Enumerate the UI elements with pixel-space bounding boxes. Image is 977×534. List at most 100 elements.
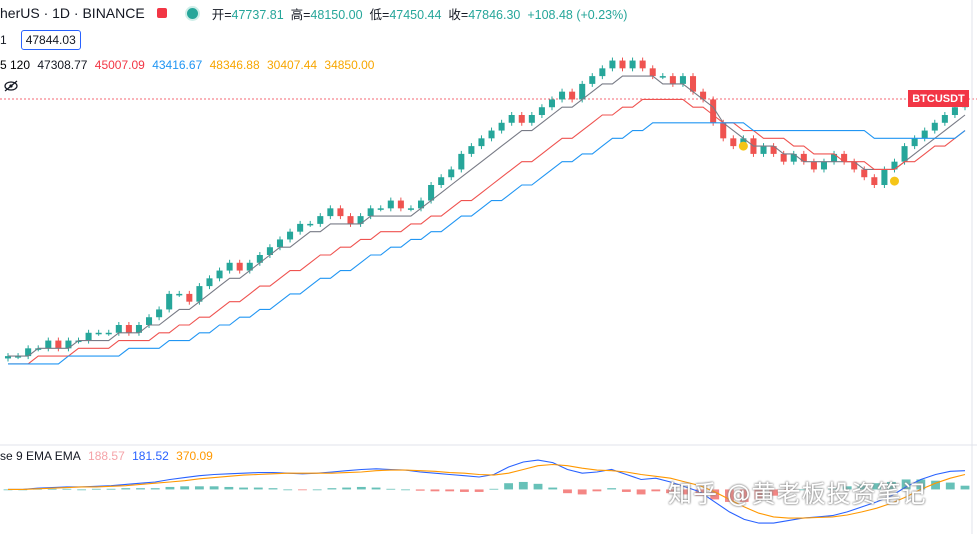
flag-icon[interactable] xyxy=(156,8,167,18)
macd-histogram-bar xyxy=(194,486,204,490)
macd-histogram-bar xyxy=(680,489,690,495)
macd-histogram-bar xyxy=(695,489,705,496)
candle xyxy=(15,356,22,358)
candle xyxy=(367,208,374,217)
macd-histogram-bar xyxy=(91,488,101,490)
candle xyxy=(438,177,445,185)
ma-legend-value: 48346.88 xyxy=(209,58,260,72)
macd-histogram-bar xyxy=(268,488,278,490)
candle xyxy=(579,83,586,100)
candle xyxy=(317,216,324,224)
macd-histogram-bar xyxy=(754,489,764,500)
macd-histogram-bar xyxy=(857,484,867,490)
candle xyxy=(800,153,807,162)
macd-histogram-bar xyxy=(886,481,896,490)
macd-histogram-bar xyxy=(356,486,366,490)
signal-marker xyxy=(889,176,899,186)
high-value: 48150.00 xyxy=(310,7,363,22)
macd-histogram-bar xyxy=(828,488,837,490)
candle xyxy=(659,76,666,78)
macd-histogram-bar xyxy=(783,489,793,492)
candle xyxy=(4,356,12,359)
macd-histogram-bar xyxy=(945,482,955,490)
ma-short-line xyxy=(8,75,966,357)
candle xyxy=(246,262,253,271)
hide-indicators-icon[interactable] xyxy=(4,80,18,92)
macd-histogram-bar xyxy=(636,489,646,495)
macd-histogram-bar xyxy=(327,488,337,490)
candle xyxy=(901,146,908,162)
ohlc-readout: 开=47737.81 高=48150.00 低=47450.44 收=47846… xyxy=(211,7,628,22)
signal-line xyxy=(8,463,966,519)
candle xyxy=(780,153,787,162)
candle xyxy=(196,286,203,302)
macd-histogram-bar xyxy=(872,483,882,490)
macd-histogram-bar xyxy=(960,485,970,490)
macd-histogram-bar xyxy=(459,489,469,492)
candle xyxy=(629,60,636,69)
macd-histogram-bar xyxy=(150,488,160,490)
candle xyxy=(236,262,243,271)
candle xyxy=(639,60,646,69)
candle xyxy=(468,146,475,154)
candle xyxy=(669,76,676,84)
macd-histogram-bar xyxy=(77,489,87,491)
macd-histogram-bar xyxy=(769,489,779,496)
candle xyxy=(609,60,616,69)
macd-histogram-bar xyxy=(563,489,572,494)
macd-histogram-bar xyxy=(474,489,484,492)
candle xyxy=(478,138,485,147)
candle xyxy=(861,169,868,178)
macd-histogram-bar xyxy=(224,486,234,490)
macd-legend-value: 181.52 xyxy=(132,449,169,463)
macd-histogram-bar xyxy=(739,489,749,502)
ma-legend-value: 47308.77 xyxy=(37,58,88,72)
ma-mid-line xyxy=(8,98,966,365)
candle xyxy=(156,309,163,318)
candle xyxy=(186,293,193,302)
macd-histogram-bar xyxy=(725,489,734,502)
candle xyxy=(55,340,62,349)
ma-legend-value: 34850.00 xyxy=(324,58,375,72)
candle xyxy=(941,115,948,123)
macd-histogram-bar xyxy=(548,487,558,490)
macd-histogram-bar xyxy=(798,489,808,491)
macd-histogram-bar xyxy=(931,480,940,490)
macd-histogram-bar xyxy=(533,483,543,490)
candle xyxy=(407,208,414,210)
candle xyxy=(417,200,425,209)
candle xyxy=(25,348,32,357)
candle xyxy=(760,146,767,154)
candle xyxy=(347,216,354,224)
candle xyxy=(327,208,334,217)
candle xyxy=(135,325,142,333)
candle xyxy=(266,247,273,255)
macd-histogram-bar xyxy=(489,488,499,490)
chart-header: herUS · 1D · BINANCE 开=47737.81 高=48150.… xyxy=(0,4,627,22)
macd-histogram-bar xyxy=(577,489,587,495)
candle xyxy=(176,293,183,296)
macd-histogram-bar xyxy=(239,487,248,490)
macd-histogram-bar xyxy=(916,479,926,490)
candle xyxy=(770,146,777,154)
candle xyxy=(518,115,525,123)
price-line-value[interactable]: 47844.03 xyxy=(20,30,81,50)
symbol-label[interactable]: herUS · 1D · BINANCE xyxy=(0,5,145,21)
candle xyxy=(95,332,102,335)
price-line-row: 1 47844.03 xyxy=(0,30,81,50)
candle xyxy=(85,332,92,341)
candle xyxy=(508,115,515,123)
candle xyxy=(125,325,132,333)
macd-histogram-bar xyxy=(121,488,131,490)
macd-histogram-bar xyxy=(209,486,219,490)
candle xyxy=(458,153,465,170)
open-value: 47737.81 xyxy=(231,7,284,22)
visibility-icon[interactable] xyxy=(184,5,200,21)
candle xyxy=(619,60,626,69)
candle xyxy=(146,317,153,325)
candle xyxy=(448,169,455,178)
candle xyxy=(276,239,284,248)
macd-histogram-bar xyxy=(901,479,911,490)
